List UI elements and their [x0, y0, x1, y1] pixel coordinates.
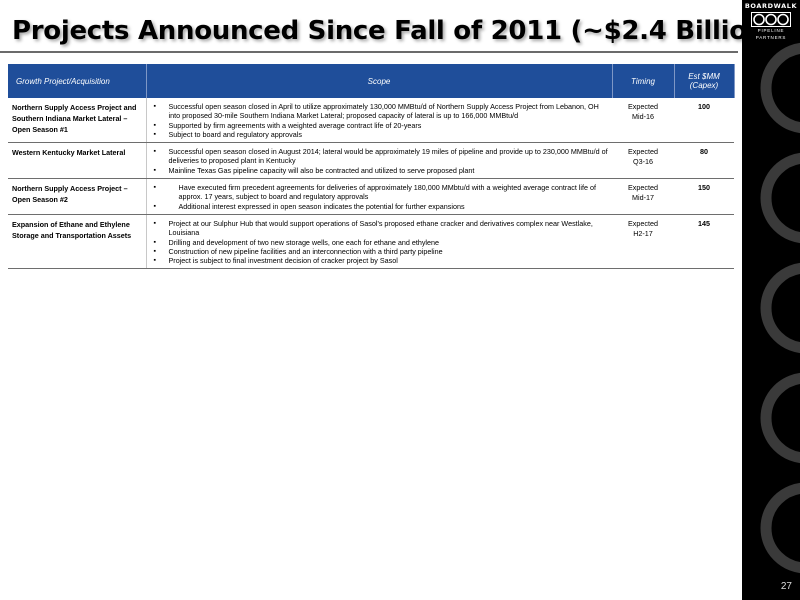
page-title: Projects Announced Since Fall of 2011 (~…: [12, 16, 777, 46]
header-capex: Est $MM (Capex): [674, 64, 735, 98]
logo-wordmark: BOARDWALK: [744, 2, 798, 10]
scope-bullet: Mainline Texas Gas pipeline capacity wil…: [151, 166, 609, 176]
header-capex-line1: Est $MM: [688, 72, 720, 81]
table-empty-row: [8, 269, 734, 278]
project-scope: Have executed firm precedent agreements …: [146, 178, 612, 215]
projects-table: Growth Project/Acquisition Scope Timing …: [8, 64, 735, 277]
right-sidebar: BOARDWALK PIPELINE PARTNERS 27: [742, 0, 800, 600]
table-row: Northern Supply Access Project and South…: [8, 98, 734, 144]
project-timing: Expected Q3-16: [612, 142, 674, 180]
header-project: Growth Project/Acquisition: [8, 64, 147, 98]
scope-bullet: Subject to board and regulatory approval…: [151, 130, 609, 140]
table-row: Expansion of Ethane and Ethylene Storage…: [8, 214, 734, 270]
boardwalk-logo: BOARDWALK PIPELINE PARTNERS: [742, 2, 800, 42]
project-capex: 150: [674, 178, 734, 215]
project-timing: Expected Mid-17: [612, 178, 674, 215]
project-capex: 80: [674, 142, 734, 180]
scope-bullet: Successful open season closed in April t…: [151, 102, 609, 121]
scope-bullet: Drilling and development of two new stor…: [151, 238, 609, 248]
header-scope: Scope: [146, 64, 613, 98]
project-name: Northern Supply Access Project and South…: [8, 98, 147, 144]
title-underline: [0, 51, 738, 53]
table-row: Northern Supply Access Project – Open Se…: [8, 178, 734, 215]
project-scope: Successful open season closed in August …: [146, 142, 612, 180]
project-scope: Successful open season closed in April t…: [146, 98, 612, 144]
timing-line1: Expected: [628, 147, 658, 157]
page-number: 27: [780, 581, 792, 592]
table-header-row: Growth Project/Acquisition Scope Timing …: [8, 64, 735, 98]
project-scope: Project at our Sulphur Hub that would su…: [146, 214, 612, 270]
project-name: Expansion of Ethane and Ethylene Storage…: [8, 214, 147, 270]
scope-bullet: Have executed firm precedent agreements …: [151, 183, 609, 202]
timing-line1: Expected: [628, 183, 658, 193]
scope-bullet: Additional interest expressed in open se…: [151, 202, 609, 212]
header-capex-line2: (Capex): [689, 81, 719, 90]
decorative-arcs: [760, 42, 800, 574]
project-capex: 100: [674, 98, 734, 144]
project-name: Western Kentucky Market Lateral: [8, 142, 147, 180]
timing-line2: Mid-17: [632, 193, 654, 203]
timing-line2: Mid-16: [632, 112, 654, 121]
project-timing: Expected Mid-16: [612, 98, 674, 144]
table-row: Western Kentucky Market Lateral Successf…: [8, 142, 734, 180]
project-name: Northern Supply Access Project – Open Se…: [8, 178, 147, 215]
scope-bullet: Supported by firm agreements with a weig…: [151, 121, 609, 131]
logo-subtitle: PIPELINE PARTNERS: [755, 28, 787, 40]
timing-line2: Q3-16: [633, 157, 653, 167]
scope-bullet: Project at our Sulphur Hub that would su…: [151, 219, 609, 238]
timing-line1: Expected: [628, 218, 658, 228]
scope-bullet: Successful open season closed in August …: [151, 147, 609, 166]
project-capex: 145: [674, 214, 734, 270]
scope-bullet: Project is subject to final investment d…: [151, 256, 609, 266]
logo-circles-icon: [751, 12, 791, 27]
scope-bullet: Construction of new pipeline facilities …: [151, 247, 609, 257]
timing-line1: Expected: [628, 102, 658, 111]
header-timing: Timing: [612, 64, 675, 98]
timing-line2: H2-17: [633, 228, 653, 238]
project-timing: Expected H2-17: [612, 214, 674, 270]
